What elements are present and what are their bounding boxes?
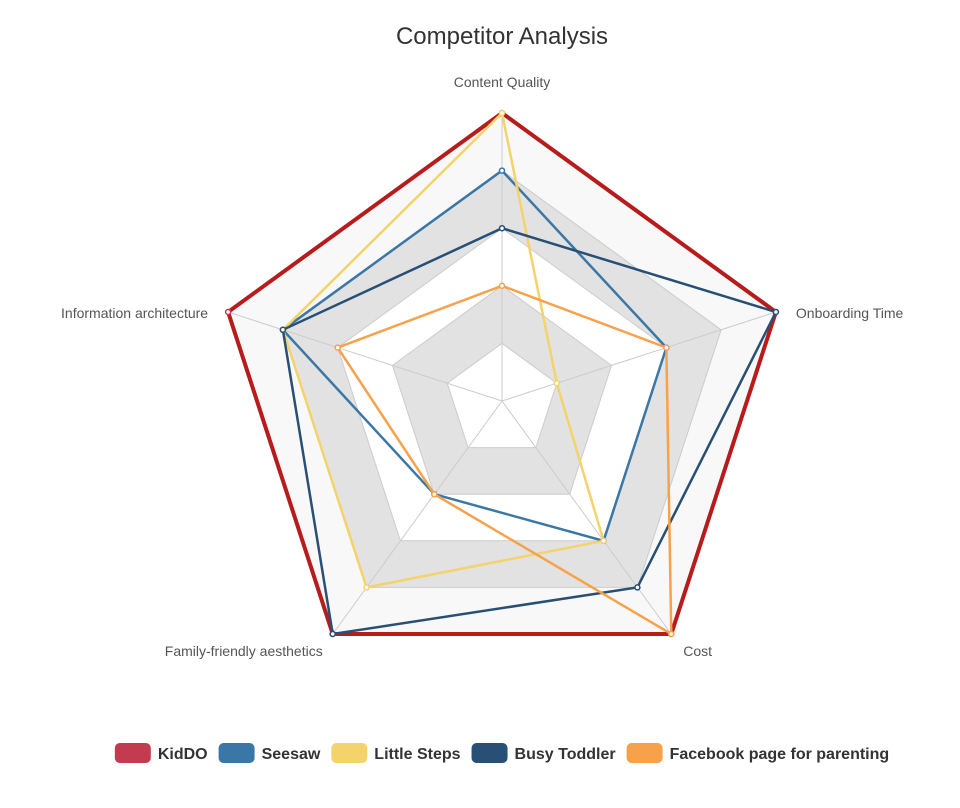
grid-ring-3 bbox=[337, 227, 667, 542]
legend-swatch[interactable] bbox=[626, 743, 663, 763]
series-point[interactable] bbox=[553, 379, 561, 387]
legend-item[interactable]: Seesaw bbox=[218, 743, 321, 763]
split-area-2 bbox=[392, 285, 612, 495]
legend[interactable]: KidDO Seesaw Little Steps Busy Toddler Faceb… bbox=[114, 743, 890, 763]
axis-label: Onboarding Time bbox=[796, 305, 904, 321]
series-point[interactable] bbox=[498, 167, 506, 174]
series-point[interactable] bbox=[498, 224, 506, 232]
legend-label[interactable]: Busy Toddler bbox=[515, 746, 616, 763]
axis-label: Family-friendly aesthetics bbox=[165, 643, 323, 659]
series-line[interactable] bbox=[225, 110, 779, 636]
series-point[interactable] bbox=[668, 630, 675, 638]
series-point[interactable] bbox=[772, 308, 780, 316]
axis-line bbox=[227, 311, 503, 402]
legend-swatch[interactable] bbox=[114, 743, 151, 763]
series-point[interactable] bbox=[600, 537, 607, 545]
series-point[interactable] bbox=[279, 326, 287, 334]
series-line[interactable] bbox=[281, 110, 606, 589]
series-point[interactable] bbox=[498, 282, 506, 290]
series-line[interactable] bbox=[281, 226, 778, 636]
legend-swatch[interactable] bbox=[471, 743, 508, 763]
chart-title: Competitor Analysis bbox=[396, 23, 608, 50]
legend-swatch[interactable] bbox=[331, 743, 368, 763]
legend-item[interactable]: Busy Toddler bbox=[471, 743, 616, 763]
legend-label[interactable]: Seesaw bbox=[262, 746, 321, 763]
grid-ring-1 bbox=[446, 342, 558, 449]
axis-line bbox=[501, 400, 672, 635]
series-point[interactable] bbox=[634, 584, 641, 591]
legend-item[interactable]: KidDO bbox=[114, 743, 208, 763]
split-area-4 bbox=[282, 170, 722, 588]
series-point[interactable] bbox=[363, 584, 370, 591]
axis-line bbox=[332, 400, 503, 635]
grid-ring-2 bbox=[391, 285, 613, 495]
series-point[interactable] bbox=[224, 308, 232, 316]
axis-line bbox=[501, 311, 777, 402]
series-point[interactable] bbox=[663, 344, 670, 351]
axis-labels: Content Quality Onboarding Time Cost Family… bbox=[61, 74, 903, 659]
legend-label[interactable]: KidDO bbox=[158, 746, 208, 763]
legend-swatch[interactable] bbox=[218, 743, 255, 763]
legend-item[interactable]: Facebook page for parenting bbox=[626, 743, 890, 763]
series-line[interactable] bbox=[281, 168, 668, 543]
axis-label: Information architecture bbox=[61, 305, 208, 321]
series-3[interactable] bbox=[279, 224, 780, 638]
series-4[interactable] bbox=[334, 282, 675, 638]
legend-label[interactable]: Little Steps bbox=[374, 746, 460, 763]
legend-item[interactable]: Little Steps bbox=[331, 743, 461, 763]
radar-grid bbox=[227, 112, 777, 635]
series-layer bbox=[224, 109, 780, 638]
series-line[interactable] bbox=[335, 284, 673, 637]
split-area-3 bbox=[337, 228, 667, 541]
series-point[interactable] bbox=[431, 490, 438, 498]
axis-label: Cost bbox=[683, 643, 712, 659]
series-point[interactable] bbox=[334, 344, 341, 351]
series-point[interactable] bbox=[498, 109, 506, 117]
series-point[interactable] bbox=[329, 630, 336, 638]
legend-label[interactable]: Facebook page for parenting bbox=[670, 746, 890, 763]
split-area-5 bbox=[228, 113, 776, 634]
axis-label: Content Quality bbox=[454, 74, 551, 90]
